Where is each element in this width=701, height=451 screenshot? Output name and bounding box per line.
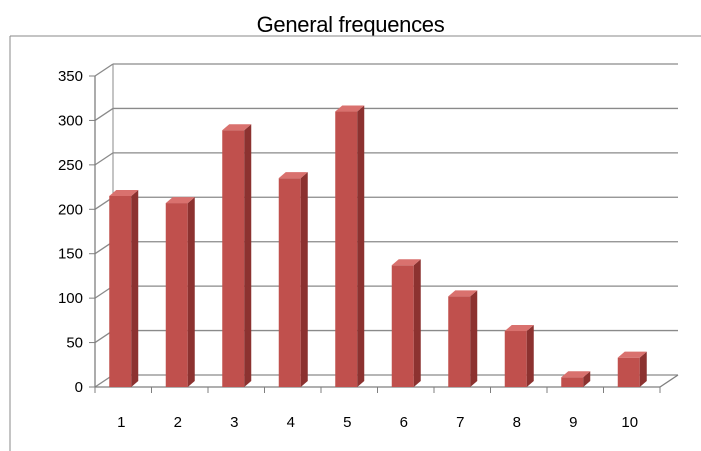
bar-side <box>187 197 195 387</box>
x-tick-label: 4 <box>287 414 295 431</box>
y-tick-label: 350 <box>58 68 83 85</box>
bar <box>109 195 132 387</box>
x-tick-label: 7 <box>456 414 464 431</box>
bar-top <box>278 172 308 179</box>
bar <box>335 111 358 388</box>
gridline-side <box>94 63 114 77</box>
x-tick-label: 2 <box>174 414 182 431</box>
bar-top <box>617 351 647 358</box>
x-tick-label: 9 <box>569 414 577 431</box>
bar <box>278 178 301 387</box>
bar <box>448 296 471 387</box>
bar-side <box>300 172 308 387</box>
bar-side <box>244 124 252 388</box>
bar <box>617 357 640 387</box>
y-tick-label: 200 <box>58 201 83 218</box>
bar <box>165 203 188 387</box>
x-tick-label: 3 <box>230 414 238 431</box>
x-tick-label: 10 <box>621 414 638 431</box>
y-tick-label: 0 <box>75 379 83 396</box>
bar-top <box>391 259 421 266</box>
bar-side <box>526 325 534 387</box>
y-tick-label: 300 <box>58 112 83 129</box>
x-tick-label: 5 <box>343 414 351 431</box>
y-tick-label: 250 <box>58 157 83 174</box>
bar-top <box>504 325 534 332</box>
gridline-side <box>94 107 114 121</box>
bar-top <box>561 371 591 378</box>
bar-side <box>583 371 591 387</box>
x-tick-label: 6 <box>400 414 408 431</box>
floor-edge <box>659 374 679 388</box>
x-tick-label: 1 <box>117 414 125 431</box>
bar-top <box>448 290 478 297</box>
bar-side <box>131 189 139 387</box>
bar-top <box>222 124 252 131</box>
y-tick-label: 50 <box>66 335 83 352</box>
bar <box>222 130 245 387</box>
bar <box>561 377 584 387</box>
bar <box>391 265 414 387</box>
gridline-side <box>94 152 114 166</box>
bar-top <box>165 197 195 204</box>
y-tick-label: 150 <box>58 246 83 263</box>
y-tick-label: 100 <box>58 290 83 307</box>
bar-side <box>357 105 365 388</box>
bar-top <box>109 189 139 196</box>
bar-side <box>470 290 478 387</box>
bar <box>504 331 527 387</box>
x-tick-label: 8 <box>513 414 521 431</box>
chart-title: General frequences <box>256 12 445 37</box>
bar-top <box>335 105 365 112</box>
bar-side <box>639 351 647 387</box>
bar-side <box>413 259 421 387</box>
